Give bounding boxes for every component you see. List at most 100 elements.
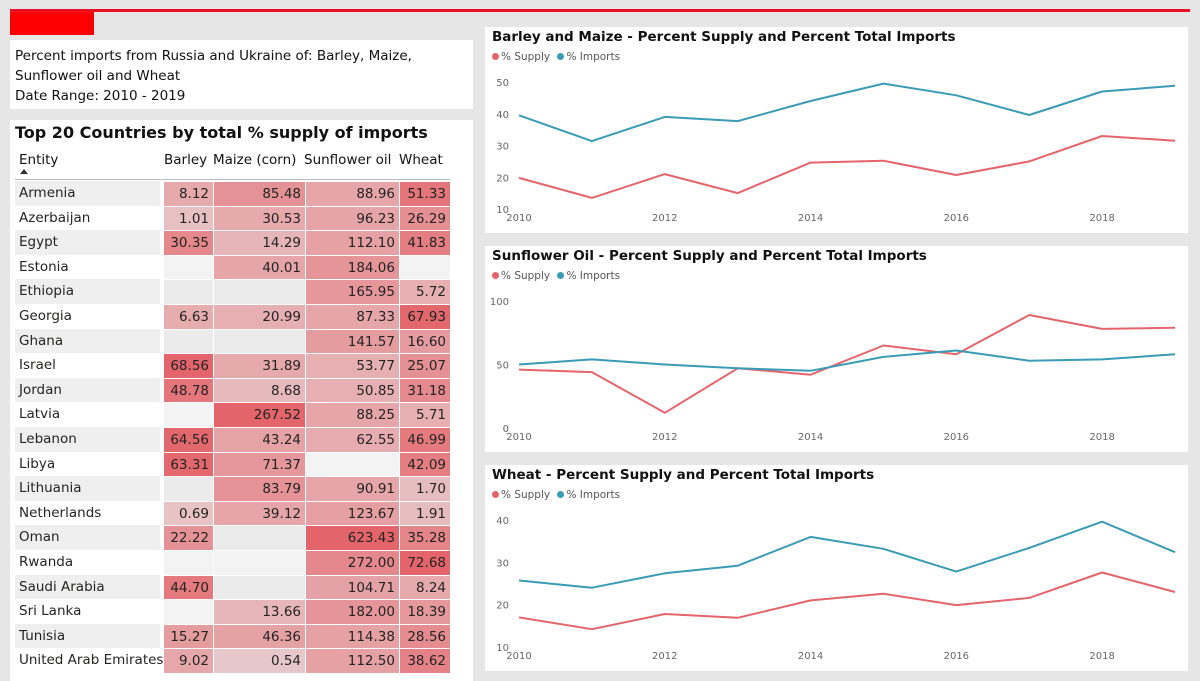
table-row[interactable]: Ghana 141.57 16.60 [15, 328, 450, 354]
table-row[interactable]: Sri Lanka 13.66 182.00 18.39 [15, 599, 450, 624]
legend-item-imports[interactable]: % Imports [557, 489, 620, 501]
table-row[interactable]: Rwanda 272.00 72.68 [15, 549, 450, 575]
data-point[interactable] [662, 410, 668, 416]
data-point[interactable] [880, 158, 886, 164]
chart-title: Sunflower Oil - Percent Supply and Perce… [492, 248, 927, 264]
sort-ascending-icon[interactable] [20, 169, 28, 174]
series-line-supply[interactable] [518, 314, 1176, 414]
series-line-supply[interactable] [518, 135, 1176, 199]
entity-cell: Georgia [15, 303, 160, 329]
data-point[interactable] [880, 546, 886, 552]
series-line-imports[interactable] [518, 82, 1176, 143]
table-row[interactable]: Oman 22.22 623.43 35.28 [15, 525, 450, 550]
column-header-barley[interactable]: Barley [164, 152, 208, 168]
data-point[interactable] [589, 626, 595, 632]
data-point[interactable] [1026, 112, 1032, 118]
data-point[interactable] [808, 368, 814, 374]
data-point[interactable] [735, 563, 741, 569]
data-point[interactable] [589, 138, 595, 144]
data-point[interactable] [880, 342, 886, 348]
table-row[interactable]: United Arab Emirates 9.02 0.54 112.50 38.62 [15, 648, 450, 673]
table-row[interactable]: Estonia 40.01 184.06 [15, 254, 450, 280]
data-point[interactable] [662, 611, 668, 617]
data-point[interactable] [1099, 133, 1105, 139]
data-point[interactable] [516, 614, 522, 620]
barley-cell [164, 279, 213, 304]
data-point[interactable] [589, 195, 595, 201]
data-point[interactable] [735, 365, 741, 371]
data-point[interactable] [516, 362, 522, 368]
header-accent-line [10, 9, 1190, 12]
legend-item-imports[interactable]: % Imports [557, 51, 620, 63]
data-point[interactable] [735, 190, 741, 196]
data-point[interactable] [1099, 569, 1105, 575]
data-point[interactable] [1099, 356, 1105, 362]
data-point[interactable] [1099, 326, 1105, 332]
data-point[interactable] [1026, 312, 1032, 318]
legend-item-imports[interactable]: % Imports [557, 270, 620, 282]
data-point[interactable] [516, 112, 522, 118]
series-line-imports[interactable] [518, 349, 1176, 372]
data-point[interactable] [953, 348, 959, 354]
table-row[interactable]: Lithuania 83.79 90.91 1.70 [15, 476, 450, 501]
table-row[interactable]: Egypt 30.35 14.29 112.10 41.83 [15, 230, 450, 255]
data-point[interactable] [1172, 589, 1178, 595]
data-point[interactable] [953, 172, 959, 178]
data-point[interactable] [880, 81, 886, 87]
data-point[interactable] [808, 534, 814, 540]
column-header-sunflower[interactable]: Sunflower oil [304, 152, 392, 168]
data-point[interactable] [1172, 83, 1178, 89]
data-point[interactable] [808, 597, 814, 603]
data-point[interactable] [880, 591, 886, 597]
series-line-imports[interactable] [518, 520, 1176, 589]
y-tick-label: 20 [496, 601, 509, 612]
legend-item-supply[interactable]: % Supply [492, 51, 550, 63]
data-point[interactable] [662, 171, 668, 177]
table-row[interactable]: Israel 68.56 31.89 53.77 25.07 [15, 353, 450, 378]
table-row[interactable]: Jordan 48.78 8.68 50.85 31.18 [15, 377, 450, 403]
table-row[interactable]: Georgia 6.63 20.99 87.33 67.93 [15, 303, 450, 329]
data-point[interactable] [1172, 138, 1178, 144]
column-header-entity[interactable]: Entity [19, 152, 59, 168]
table-row[interactable]: Azerbaijan 1.01 30.53 96.23 26.29 [15, 205, 450, 231]
data-point[interactable] [516, 175, 522, 181]
data-point[interactable] [1026, 158, 1032, 164]
data-point[interactable] [1026, 358, 1032, 364]
column-header-maize[interactable]: Maize (corn) [213, 152, 297, 168]
data-point[interactable] [808, 98, 814, 104]
data-point[interactable] [662, 114, 668, 120]
data-point[interactable] [662, 570, 668, 576]
data-point[interactable] [808, 160, 814, 166]
table-row[interactable]: Saudi Arabia 44.70 104.71 8.24 [15, 574, 450, 600]
data-point[interactable] [1172, 325, 1178, 331]
data-point[interactable] [589, 585, 595, 591]
data-point[interactable] [735, 118, 741, 124]
data-point[interactable] [735, 615, 741, 621]
data-point[interactable] [516, 578, 522, 584]
series-line-supply[interactable] [518, 571, 1176, 631]
table-row[interactable]: Tunisia 15.27 46.36 114.38 28.56 [15, 623, 450, 649]
table-row[interactable]: Libya 63.31 71.37 42.09 [15, 451, 450, 477]
legend-item-supply[interactable]: % Supply [492, 489, 550, 501]
report-header-bar [0, 0, 1200, 36]
data-point[interactable] [1099, 519, 1105, 525]
data-point[interactable] [880, 354, 886, 360]
table-row[interactable]: Ethiopia 165.95 5.72 [15, 279, 450, 304]
data-point[interactable] [662, 362, 668, 368]
data-point[interactable] [1172, 549, 1178, 555]
data-point[interactable] [953, 569, 959, 575]
data-point[interactable] [953, 92, 959, 98]
table-row[interactable]: Netherlands 0.69 39.12 123.67 1.91 [15, 500, 450, 526]
data-point[interactable] [953, 602, 959, 608]
data-point[interactable] [589, 369, 595, 375]
legend-item-supply[interactable]: % Supply [492, 270, 550, 282]
table-row[interactable]: Armenia 8.12 85.48 88.96 51.33 [15, 181, 450, 206]
data-point[interactable] [1172, 351, 1178, 357]
data-point[interactable] [1026, 595, 1032, 601]
table-row[interactable]: Lebanon 64.56 43.24 62.55 46.99 [15, 426, 450, 452]
data-point[interactable] [1026, 545, 1032, 551]
data-point[interactable] [1099, 89, 1105, 95]
column-header-wheat[interactable]: Wheat [399, 152, 443, 168]
table-row[interactable]: Latvia 267.52 88.25 5.71 [15, 402, 450, 427]
data-point[interactable] [589, 356, 595, 362]
